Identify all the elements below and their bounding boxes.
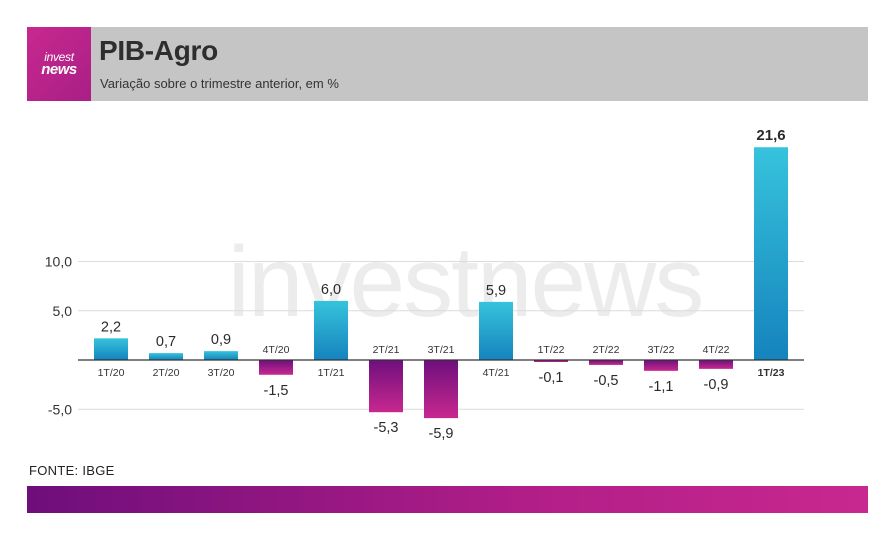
bar-3t-22: [644, 360, 678, 371]
bar-3t-21: [424, 360, 458, 419]
y-tick-label: 10,0: [45, 254, 72, 270]
bar-2t-20: [149, 353, 183, 360]
investnews-logo: invest news: [27, 27, 91, 101]
value-label: 6,0: [321, 282, 341, 298]
value-label: -1,5: [264, 383, 289, 399]
logo-text-news: news: [41, 60, 77, 78]
value-label: -0,1: [539, 370, 564, 386]
category-label: 1T/21: [318, 367, 345, 379]
value-label: 2,2: [101, 319, 121, 335]
category-label: 2T/21: [373, 344, 400, 356]
footer-bar: [27, 486, 868, 513]
chart-subtitle: Variação sobre o trimestre anterior, em …: [100, 76, 339, 91]
bar-1t-22: [534, 360, 568, 362]
value-label: -0,9: [704, 377, 729, 393]
source-note: FONTE: IBGE: [29, 463, 115, 478]
bar-1t-20: [94, 338, 128, 360]
category-label: 2T/20: [153, 367, 180, 379]
chart-title: PIB-Agro: [99, 35, 218, 66]
y-axis-ticks: 10,0 5,0 -5,0: [45, 254, 72, 418]
y-tick-label: -5,0: [48, 401, 72, 417]
category-label: 1T/20: [98, 367, 125, 379]
chart-header: invest news PIB-Agro Variação sobre o tr…: [27, 27, 868, 101]
bar-4t-22: [699, 360, 733, 369]
category-label: 2T/22: [593, 344, 620, 356]
value-label: -5,3: [374, 420, 399, 436]
category-label: 1T/23: [758, 367, 785, 379]
value-labels: 2,2 0,7 0,9 -1,5 6,0 -5,3 -5,9 5,9 -0,1 -0,5 -1,1 -…: [101, 127, 786, 442]
value-label: -1,1: [649, 379, 674, 395]
bar-4t-21: [479, 301, 513, 360]
value-label: -0,5: [594, 373, 619, 389]
watermark: investnews: [228, 226, 703, 338]
category-label: 3T/22: [648, 344, 675, 356]
value-label: 5,9: [486, 283, 506, 299]
bar-4t-20: [259, 360, 293, 375]
bar-1t-21: [314, 300, 348, 360]
category-label: 4T/20: [263, 344, 290, 356]
bar-2t-22: [589, 360, 623, 365]
y-tick-label: 5,0: [53, 303, 73, 319]
category-label: 3T/20: [208, 367, 235, 379]
category-label: 1T/22: [538, 344, 565, 356]
category-label: 4T/21: [483, 367, 510, 379]
logo-text-invest: invest: [44, 49, 74, 64]
bar-1t-23: [754, 147, 788, 360]
value-label: -5,9: [429, 426, 454, 442]
bars: [94, 147, 788, 419]
value-label: 0,9: [211, 332, 231, 348]
value-label: 0,7: [156, 334, 176, 350]
category-label: 4T/22: [703, 344, 730, 356]
category-label: 3T/21: [428, 344, 455, 356]
value-label: 21,6: [756, 127, 785, 144]
bar-2t-21: [369, 360, 403, 413]
bar-3t-20: [204, 351, 238, 360]
category-labels: 1T/20 2T/20 3T/20 4T/20 1T/21 2T/21 3T/21 4T/21…: [98, 344, 785, 379]
